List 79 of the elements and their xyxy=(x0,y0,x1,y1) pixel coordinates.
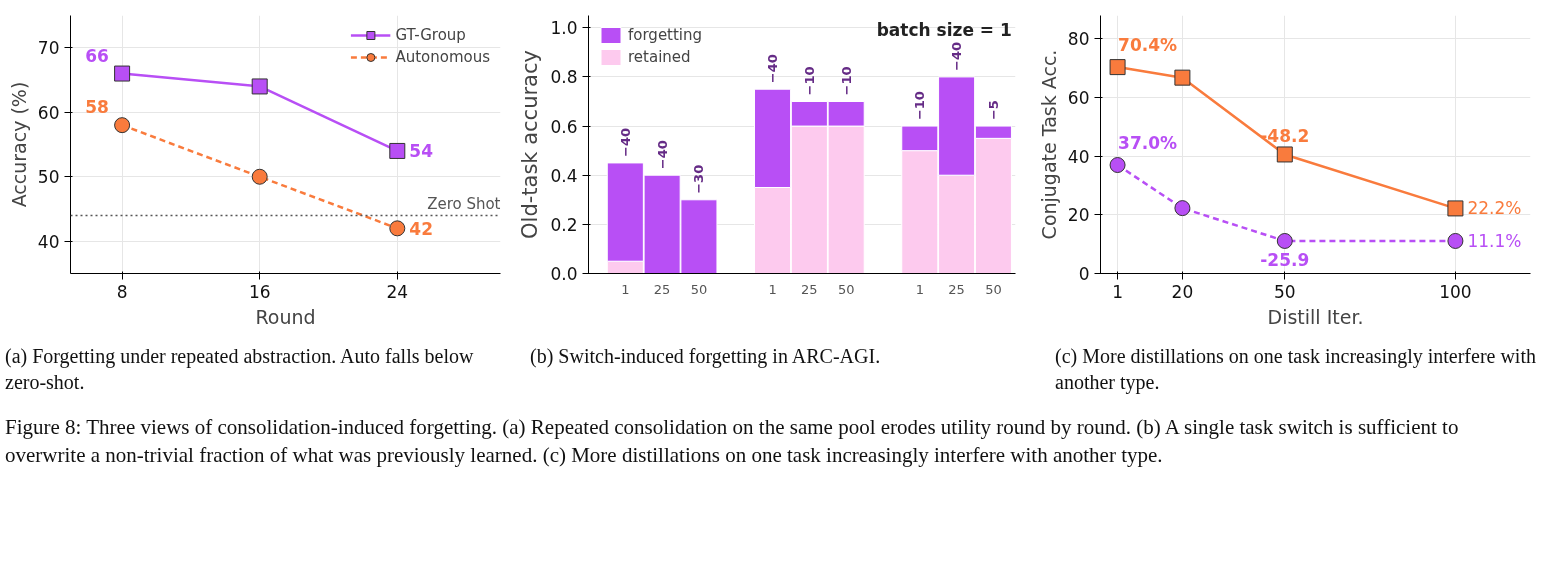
x-axis-title: Distill Iter. xyxy=(1267,305,1364,328)
point xyxy=(1447,200,1464,217)
text: (a) Forgetting under repeated abstraction. Auto falls below zero-shot. xyxy=(5,344,475,395)
y-tick-label: 70 xyxy=(37,38,60,59)
y-axis-title: Conjugate Task Acc. xyxy=(1037,49,1060,240)
legend-label: GT-Group xyxy=(395,26,466,44)
point xyxy=(1276,232,1293,249)
legend-label: forgetting xyxy=(628,26,703,44)
chart-subtitle: batch size = 1 xyxy=(876,19,1012,40)
y-tick-label: 60 xyxy=(1067,88,1090,109)
annotation: −10 xyxy=(912,91,928,121)
x-tick-label: 25 xyxy=(801,281,818,297)
data-label: 11.1% xyxy=(1467,230,1522,251)
x-tick-label: 1 xyxy=(1112,281,1123,302)
x-tick-label: 1 xyxy=(915,281,924,297)
x-tick-label: 25 xyxy=(653,281,671,297)
annotation: −30 xyxy=(691,164,707,194)
point xyxy=(1174,200,1191,217)
ref-line-label: Zero Shot xyxy=(427,195,501,214)
y-tick-label: 0.2 xyxy=(550,214,578,235)
data-label: 37.0% xyxy=(1118,133,1178,154)
legend-label: Autonomous xyxy=(395,48,490,66)
x-tick-label: 50 xyxy=(1273,281,1296,302)
annotation: −10 xyxy=(838,66,854,96)
y-tick-label: 40 xyxy=(1067,146,1090,167)
y-tick-label: 0.6 xyxy=(550,116,578,137)
x-axis-title: Round xyxy=(255,305,316,328)
annotation: -48.2 xyxy=(1260,126,1310,147)
y-tick-label: 0.4 xyxy=(550,165,578,186)
x-tick-label: 100 xyxy=(1439,281,1472,302)
y-tick-label: 1.0 xyxy=(550,18,578,39)
point xyxy=(1109,59,1126,76)
data-label: 66 xyxy=(85,45,109,66)
annotation: −10 xyxy=(801,66,817,96)
x-tick-label: 50 xyxy=(985,281,1002,297)
data-label: 58 xyxy=(85,97,109,118)
annotation: −5 xyxy=(985,100,1001,121)
x-tick-label: 16 xyxy=(248,281,271,302)
x-tick-label: 50 xyxy=(690,281,708,297)
data-label: 54 xyxy=(409,141,434,162)
annotation: -25.9 xyxy=(1260,249,1310,270)
text: Figure 8: Three views of consolidation-induced forgetting. (a) Repeated consolidation on the same pool erodes utility round by round. (b) A single task switch is sufficient to overwrite a non-trivial fraction of what was previously learned. (c) More distillations on one task increasingly interfere with another type. xyxy=(5,414,1460,470)
text: (c) More distillations on one task increasingly interfere with another type. xyxy=(1055,344,1537,395)
annotation: −40 xyxy=(949,41,965,71)
point xyxy=(251,78,268,95)
annotation: −40 xyxy=(654,140,670,170)
y-axis-title: Old-task accuracy xyxy=(518,50,543,239)
y-tick-label: 0 xyxy=(1078,264,1090,284)
x-tick-label: 20 xyxy=(1171,281,1194,302)
x-tick-label: 25 xyxy=(948,281,965,297)
point xyxy=(114,65,131,82)
y-tick-label: 80 xyxy=(1067,29,1090,50)
y-tick-label: 50 xyxy=(37,167,60,188)
point xyxy=(114,117,131,134)
data-label: 22.2% xyxy=(1467,198,1522,219)
y-tick-label: 0.0 xyxy=(550,264,578,284)
point xyxy=(389,142,406,159)
text: (b) Switch-induced forgetting in ARC-AGI. xyxy=(530,344,881,369)
y-tick-label: 40 xyxy=(37,231,60,252)
point xyxy=(389,220,406,237)
y-axis-title: Accuracy (%) xyxy=(7,81,30,208)
y-tick-label: 60 xyxy=(37,102,60,123)
y-tick-label: 0.8 xyxy=(550,67,578,88)
x-tick-label: 50 xyxy=(837,281,855,297)
x-tick-label: 1 xyxy=(621,281,630,297)
y-tick-label: 20 xyxy=(1067,205,1090,226)
point xyxy=(1447,232,1464,249)
data-label: 42 xyxy=(409,218,433,239)
legend-label: retained xyxy=(628,48,691,66)
point xyxy=(251,168,268,185)
data-label: 70.4% xyxy=(1118,35,1178,56)
x-tick-label: 24 xyxy=(386,281,409,302)
point xyxy=(1109,157,1126,174)
x-tick-label: 1 xyxy=(768,281,777,297)
point xyxy=(1276,146,1293,163)
x-tick-label: 8 xyxy=(116,281,128,302)
annotation: −40 xyxy=(617,127,633,157)
point xyxy=(1174,69,1191,86)
annotation: −40 xyxy=(765,54,781,84)
